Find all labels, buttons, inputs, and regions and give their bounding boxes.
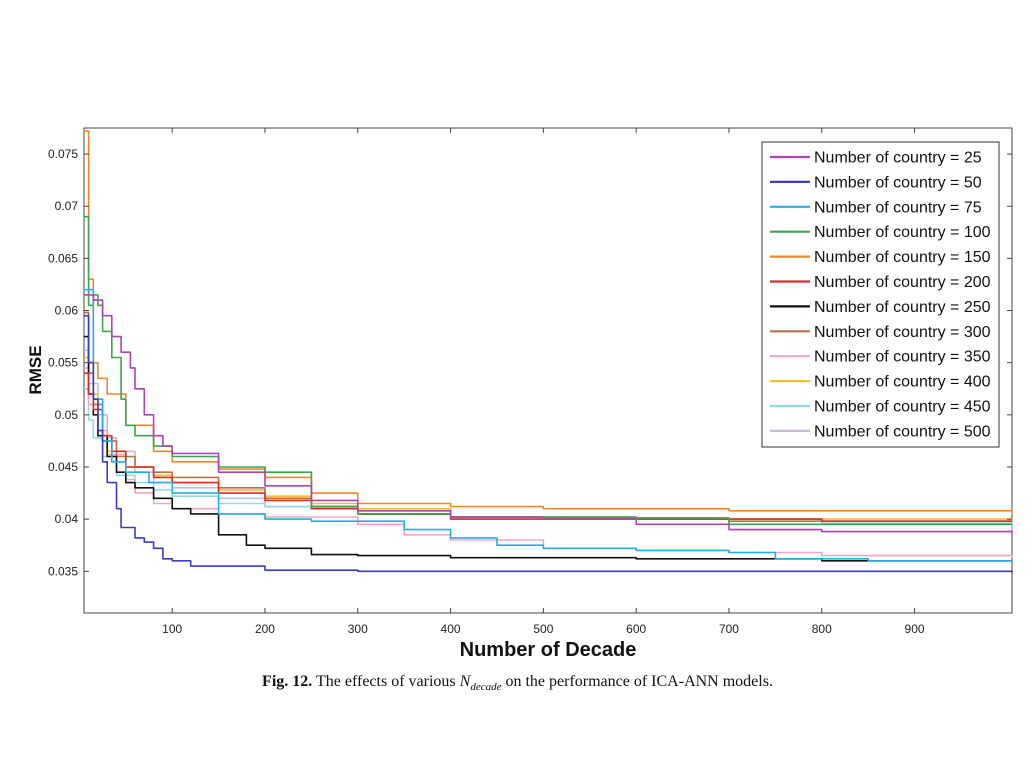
legend-entry: Number of country = 50 — [814, 174, 982, 191]
y-axis-title: RMSE — [26, 345, 45, 394]
legend-box — [761, 141, 1000, 448]
legend-entry: Number of country = 25 — [814, 150, 982, 167]
x-axis-title: Number of Decade — [460, 639, 637, 661]
axis-ticks: 100 200 300 400 500 600 700 800 900 0.035 0.04 0.04… — [48, 128, 1012, 636]
x-tick-label: 900 — [905, 622, 925, 636]
y-tick-label: 0.05 — [55, 408, 79, 422]
legend-entry: Number of country = 200 — [814, 274, 991, 291]
y-tick-label: 0.065 — [48, 251, 78, 265]
y-tick-label: 0.04 — [55, 512, 79, 526]
legend-entry: Number of country = 250 — [814, 299, 991, 316]
x-tick-label: 200 — [255, 622, 275, 636]
x-tick-label: 400 — [441, 622, 461, 636]
caption-symbol: N — [459, 673, 471, 690]
y-tick-label: 0.07 — [55, 199, 79, 213]
legend-items: Number of country = 25 Number of country … — [770, 150, 991, 440]
x-tick-label: 800 — [812, 622, 832, 636]
legend-entry: Number of country = 350 — [814, 349, 991, 366]
y-tick-label: 0.055 — [48, 356, 78, 370]
legend-entry: Number of country = 450 — [814, 399, 991, 416]
caption-text-before: The effects of various — [315, 673, 456, 690]
y-tick-label: 0.035 — [48, 564, 78, 578]
legend-entry: Number of country = 75 — [814, 199, 982, 216]
x-tick-label: 100 — [162, 622, 182, 636]
y-tick-label: 0.06 — [55, 304, 79, 318]
y-tick-label: 0.045 — [48, 460, 78, 474]
y-tick-label: 0.075 — [48, 147, 78, 161]
legend-entry: Number of country = 500 — [814, 423, 991, 440]
caption-text-after: on the performance of ICA-ANN models. — [505, 673, 773, 690]
figure-number: Fig. 12. — [262, 673, 313, 690]
x-tick-label: 300 — [348, 622, 368, 636]
series-line — [84, 288, 1012, 562]
legend: Number of country = 25 Number of country … — [761, 141, 1000, 448]
caption-subscript: decade — [470, 681, 502, 694]
series-line — [84, 335, 1012, 562]
x-tick-label: 500 — [533, 622, 553, 636]
legend-entry: Number of country = 100 — [814, 224, 991, 241]
legend-entry: Number of country = 300 — [814, 324, 991, 341]
x-tick-label: 600 — [626, 622, 646, 636]
series-line — [84, 294, 1013, 534]
x-tick-label: 700 — [719, 622, 739, 636]
series-layer — [84, 130, 1013, 574]
legend-entry: Number of country = 150 — [814, 249, 991, 266]
figure-caption: Fig. 12. The effects of various Ndecade … — [0, 673, 1035, 693]
series-line — [84, 314, 1013, 574]
legend-entry: Number of country = 400 — [814, 374, 991, 391]
